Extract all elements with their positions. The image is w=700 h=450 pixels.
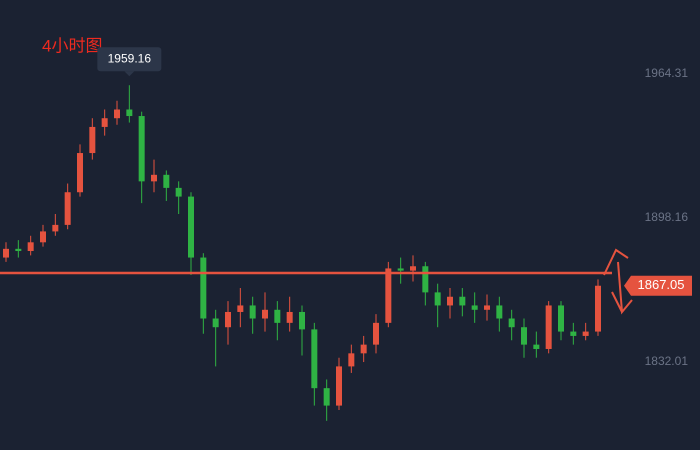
candle-body <box>459 296 466 306</box>
candle-body <box>558 305 564 332</box>
peak-label-pointer <box>124 71 135 77</box>
candles <box>3 85 601 421</box>
candle-body <box>447 296 453 306</box>
candle-body <box>15 248 22 252</box>
candle-body <box>422 266 429 293</box>
candle-body <box>360 344 367 354</box>
candle-body <box>225 311 231 328</box>
overlay: 1832.01 1898.16 1964.31 1959.16 1867.05 <box>97 47 692 368</box>
candle-body <box>126 109 133 117</box>
candle-body <box>188 196 194 258</box>
candle-body <box>262 309 268 319</box>
y-tick-label: 1898.16 <box>645 210 689 224</box>
candle-body <box>508 318 515 328</box>
candle-body <box>249 305 256 319</box>
candle-body <box>484 305 490 310</box>
candle-body <box>114 109 120 119</box>
candle-body <box>237 305 244 312</box>
y-tick-label: 1832.01 <box>645 354 689 368</box>
candle-body <box>138 116 145 182</box>
candle-body <box>101 118 108 127</box>
candle-body <box>64 192 71 225</box>
candle-body <box>311 329 318 389</box>
candle-body <box>410 266 416 271</box>
candle-body <box>595 285 601 332</box>
candle-body <box>521 327 527 345</box>
candle-body <box>323 388 330 406</box>
candle-body <box>163 174 170 188</box>
candle-body <box>212 318 219 328</box>
candle-body <box>582 331 589 336</box>
price-tag-label: 1867.05 <box>638 277 685 292</box>
peak-label: 1959.16 <box>108 51 152 65</box>
drawn-arrows <box>603 248 633 315</box>
candle-body <box>286 311 293 323</box>
candle-body <box>397 268 404 271</box>
candle-body <box>570 331 577 336</box>
candle-body <box>89 126 96 154</box>
candle-body <box>471 305 478 310</box>
candle-body <box>151 174 157 182</box>
candle-body <box>40 231 46 243</box>
candle-body <box>200 257 207 319</box>
candle-body <box>27 242 34 252</box>
candle-body <box>496 305 503 319</box>
candle-body <box>434 292 441 306</box>
candle-body <box>385 268 392 323</box>
candle-body <box>336 366 342 406</box>
candle-body <box>3 248 9 258</box>
candle-body <box>545 305 552 349</box>
chart-title: 4小时图 <box>42 36 102 55</box>
candle-body <box>348 353 355 367</box>
candle-body <box>373 322 379 345</box>
candle-body <box>533 344 540 349</box>
y-tick-label: 1964.31 <box>645 66 689 80</box>
price-tag <box>624 275 692 296</box>
candle-body <box>175 187 182 197</box>
candle-body <box>77 153 83 193</box>
peak-label-box <box>97 47 162 72</box>
candle-body <box>274 309 281 323</box>
candle-body <box>299 311 305 330</box>
candle-body <box>52 224 59 232</box>
